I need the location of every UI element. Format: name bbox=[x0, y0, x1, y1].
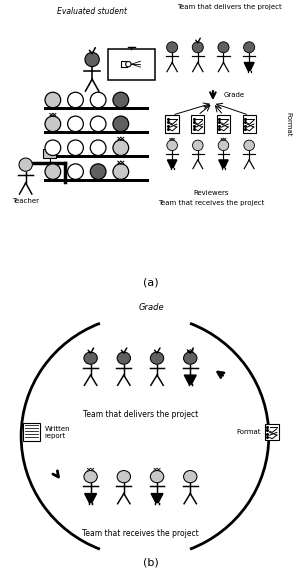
Bar bbox=[44, 179, 149, 182]
Circle shape bbox=[113, 164, 129, 180]
Text: Team that receives the project: Team that receives the project bbox=[158, 200, 265, 206]
Circle shape bbox=[117, 471, 130, 483]
Text: Format: Format bbox=[285, 111, 291, 136]
Circle shape bbox=[150, 352, 164, 364]
Polygon shape bbox=[244, 63, 254, 71]
Circle shape bbox=[68, 92, 83, 108]
Circle shape bbox=[68, 164, 83, 180]
Circle shape bbox=[150, 471, 164, 483]
Text: Grade: Grade bbox=[223, 92, 245, 98]
Text: Teacher: Teacher bbox=[12, 199, 39, 204]
Circle shape bbox=[113, 116, 129, 131]
Bar bbox=[43, 149, 56, 158]
Bar bbox=[44, 155, 149, 158]
Text: Reviewers: Reviewers bbox=[194, 191, 229, 196]
Circle shape bbox=[90, 92, 106, 108]
Circle shape bbox=[19, 158, 32, 171]
Circle shape bbox=[113, 92, 129, 108]
Circle shape bbox=[85, 52, 99, 67]
Bar bbox=[24, 422, 40, 441]
Circle shape bbox=[90, 116, 106, 131]
Circle shape bbox=[68, 116, 83, 131]
Circle shape bbox=[68, 140, 83, 156]
Circle shape bbox=[45, 116, 61, 131]
Text: (b): (b) bbox=[143, 558, 159, 568]
Polygon shape bbox=[85, 494, 97, 503]
Text: (a): (a) bbox=[143, 277, 159, 287]
Polygon shape bbox=[184, 375, 196, 384]
Circle shape bbox=[113, 140, 129, 156]
Circle shape bbox=[126, 61, 131, 67]
Polygon shape bbox=[151, 494, 163, 503]
Bar bbox=[44, 131, 149, 134]
Circle shape bbox=[184, 352, 197, 364]
Circle shape bbox=[244, 42, 255, 53]
Circle shape bbox=[45, 164, 61, 180]
Bar bbox=[217, 115, 230, 133]
Bar bbox=[44, 107, 149, 110]
Bar bbox=[243, 115, 256, 133]
Circle shape bbox=[192, 140, 203, 150]
Circle shape bbox=[84, 352, 97, 364]
Circle shape bbox=[84, 471, 97, 483]
Circle shape bbox=[244, 140, 255, 150]
Text: Team that receives the project: Team that receives the project bbox=[82, 529, 199, 537]
Circle shape bbox=[167, 140, 178, 150]
Circle shape bbox=[45, 92, 61, 108]
Bar bbox=[191, 115, 204, 133]
Bar bbox=[108, 49, 155, 80]
Polygon shape bbox=[219, 160, 228, 168]
Text: Written
report: Written report bbox=[44, 425, 70, 439]
Bar bbox=[265, 424, 279, 440]
Circle shape bbox=[90, 140, 106, 156]
Text: Team that delivers the project: Team that delivers the project bbox=[177, 5, 282, 10]
Circle shape bbox=[218, 140, 229, 150]
Text: Format: Format bbox=[237, 429, 261, 435]
Circle shape bbox=[167, 42, 178, 53]
Bar bbox=[165, 115, 179, 133]
Polygon shape bbox=[167, 160, 177, 168]
Text: Evaluated student: Evaluated student bbox=[57, 7, 127, 17]
Circle shape bbox=[218, 42, 229, 53]
Circle shape bbox=[45, 140, 61, 156]
Circle shape bbox=[90, 164, 106, 180]
Circle shape bbox=[192, 42, 203, 53]
Circle shape bbox=[117, 352, 130, 364]
Text: Team that delivers the project: Team that delivers the project bbox=[83, 410, 198, 419]
Text: Grade: Grade bbox=[138, 302, 164, 312]
Circle shape bbox=[184, 471, 197, 483]
